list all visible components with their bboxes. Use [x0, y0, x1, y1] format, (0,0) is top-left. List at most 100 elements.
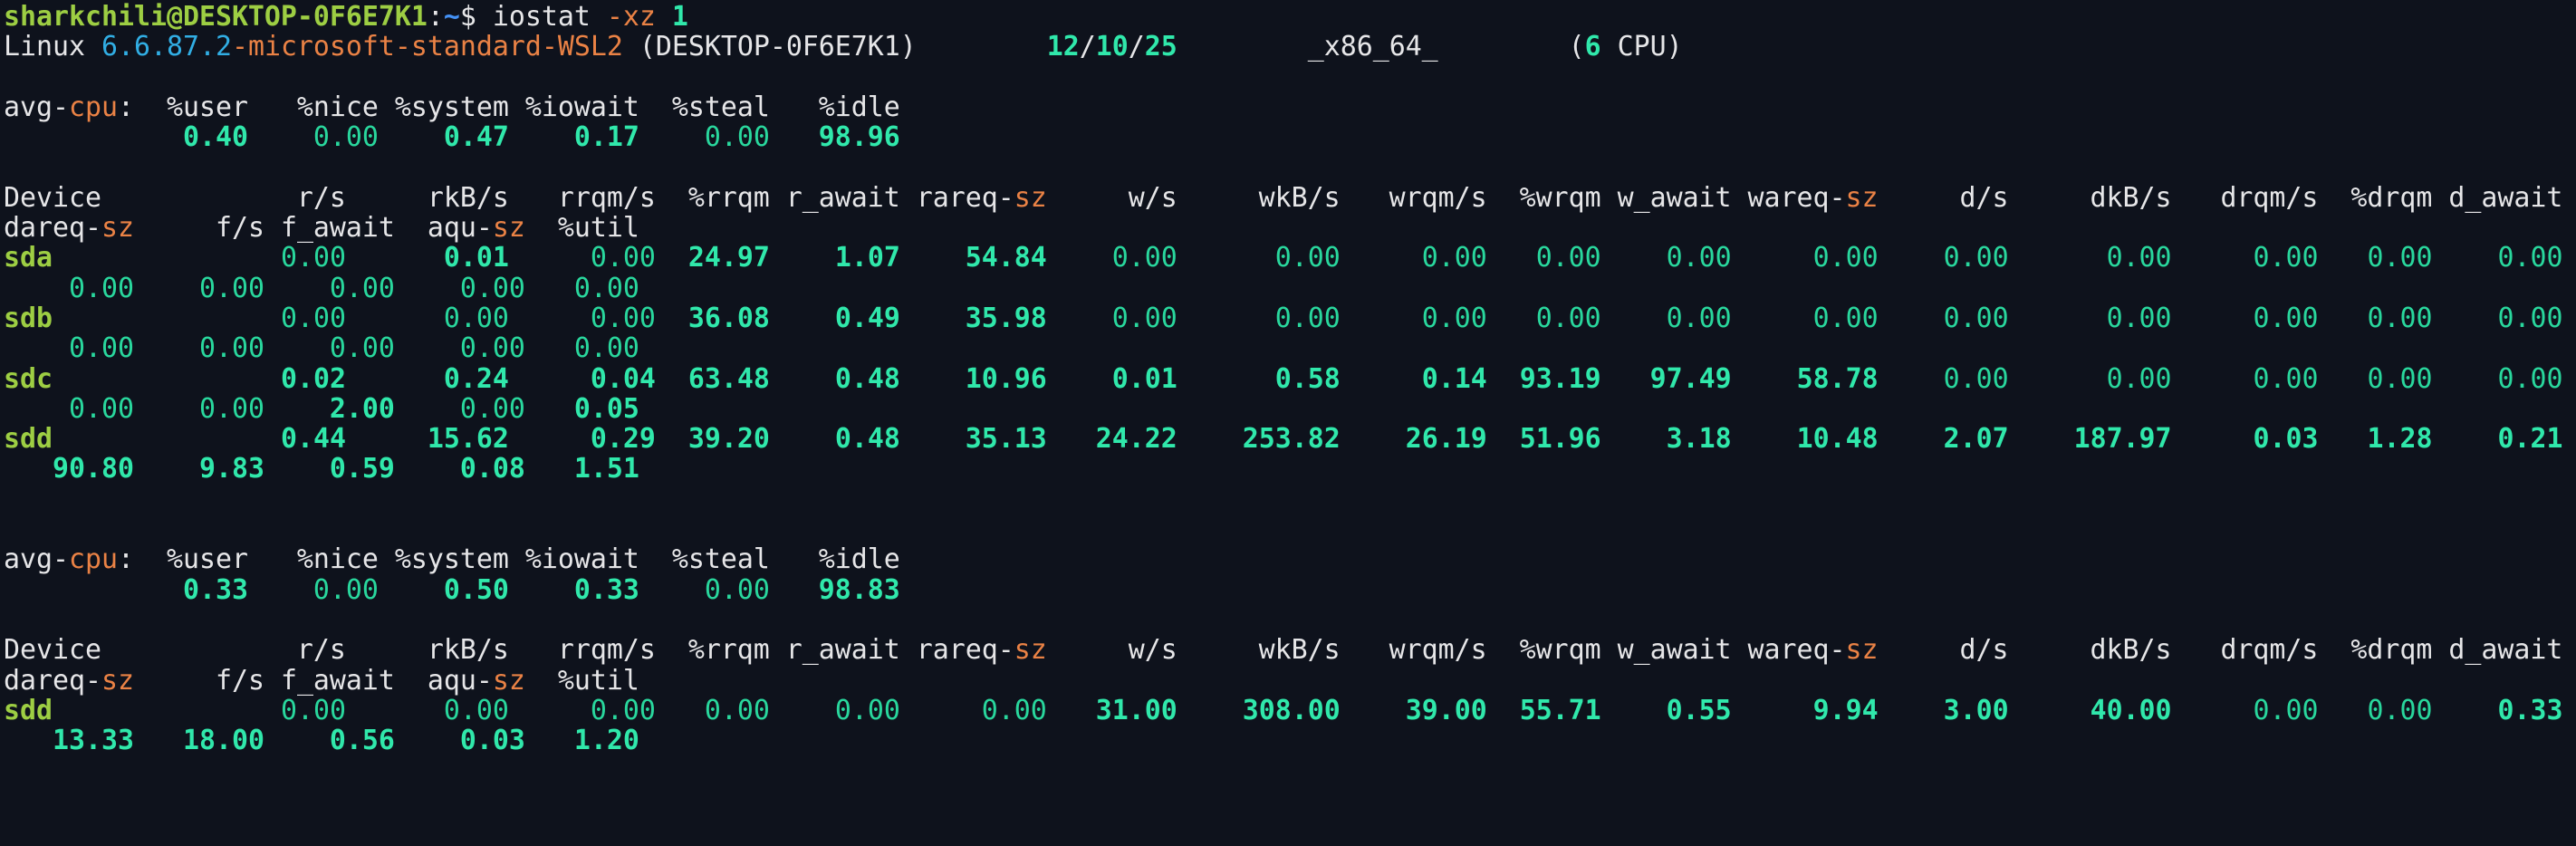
- text-segment: 2.00: [264, 392, 395, 425]
- text-segment: 0.08: [394, 453, 525, 485]
- text-segment: sz: [492, 664, 525, 697]
- text-segment: dareq-: [4, 212, 101, 245]
- device-row-sdd: sdd 0.44 15.62 0.29 39.20 0.48 35.13 24.…: [4, 424, 2576, 454]
- text-segment: 0.00: [508, 242, 656, 274]
- text-segment: 0.00: [1486, 242, 1601, 274]
- text-segment: CPU): [1600, 31, 1683, 63]
- text-segment: 39.00: [1340, 694, 1487, 726]
- text-segment: 0.00: [1046, 242, 1177, 274]
- text-segment: 1.07: [769, 242, 900, 274]
- text-segment: 0.00: [133, 392, 264, 425]
- text-segment: sdc: [4, 362, 53, 395]
- text-segment: 0.00: [345, 302, 509, 334]
- text-segment: 0.21: [2432, 423, 2563, 456]
- text-segment: [53, 303, 216, 334]
- avg-cpu-values-1: 0.40 0.00 0.47 0.17 0.00 98.96: [4, 122, 2576, 152]
- text-segment: 0.04: [508, 362, 656, 395]
- text-segment: 6: [1584, 31, 1601, 63]
- text-segment: /: [1128, 31, 1145, 63]
- device-row-sdb-wrap: 0.00 0.00 0.00 0.00 0.00: [4, 333, 2576, 363]
- device-header-row-2b: dareq-sz f/s f_await aqu-sz %util: [4, 664, 2576, 697]
- text-segment: 0.00: [2008, 362, 2172, 395]
- text-segment: : %user %nice %system %iowait %steal %id…: [117, 543, 900, 576]
- device-row-sdd-2: sdd 0.00 0.00 0.00 0.00 0.00 0.00 31.00 …: [4, 696, 2576, 726]
- text-segment: 40.00: [2008, 694, 2172, 726]
- text-segment: 90.80: [4, 453, 134, 485]
- text-segment: cpu: [68, 543, 118, 576]
- text-segment: 0.00: [1731, 302, 1879, 334]
- text-segment: 3.00: [1878, 694, 2009, 726]
- text-segment: f/s f_await aqu-: [133, 664, 493, 697]
- text-segment: 0.00: [508, 694, 656, 726]
- text-segment: 0.00: [1177, 242, 1341, 274]
- text-segment: 0.00: [1600, 242, 1732, 274]
- device-header-row-1: Device r/s rkB/s rrqm/s %rrqm r_await ra…: [4, 183, 2576, 213]
- text-segment: 0.00: [2008, 242, 2172, 274]
- text-segment: 0.00: [639, 573, 770, 606]
- text-segment: 1.51: [524, 453, 639, 485]
- text-segment: (DESKTOP-0F6E7K1): [622, 31, 1047, 63]
- text-segment: 0.00: [4, 272, 134, 304]
- text-segment: 0.00: [394, 332, 525, 365]
- text-segment: 0.00: [1731, 242, 1879, 274]
- text-segment: 10.48: [1731, 423, 1879, 456]
- text-segment: 0.00: [1340, 242, 1487, 274]
- text-segment: 253.82: [1177, 423, 1341, 456]
- text-segment: 0.00: [2432, 302, 2563, 334]
- text-segment: 10.96: [899, 362, 1047, 395]
- text-segment: avg-: [4, 543, 69, 576]
- blank-line: [4, 514, 2576, 544]
- text-segment: 0.00: [133, 272, 264, 304]
- text-segment: 24.97: [655, 242, 770, 274]
- text-segment: 35.13: [899, 423, 1047, 456]
- text-segment: 0.00: [1878, 302, 2009, 334]
- text-segment: 51.96: [1486, 423, 1601, 456]
- device-row-sda: sda 0.00 0.01 0.00 24.97 1.07 54.84 0.00…: [4, 243, 2576, 273]
- text-segment: : %user %nice %system %iowait %steal %id…: [117, 91, 900, 123]
- text-segment: 0.03: [394, 725, 525, 757]
- text-segment: w/s wkB/s wrqm/s %wrqm w_await wareq-: [1046, 181, 1846, 214]
- device-header-row-1b: Device r/s rkB/s rrqm/s %rrqm r_await ra…: [4, 635, 2576, 665]
- device-row-sdd-wrap: 90.80 9.83 0.59 0.08 1.51: [4, 454, 2576, 484]
- text-segment: 0.00: [2171, 694, 2319, 726]
- text-segment: 63.48: [655, 362, 770, 395]
- text-segment: 0.00: [2318, 694, 2433, 726]
- text-segment: 1.20: [524, 725, 639, 757]
- text-segment: sz: [492, 212, 525, 245]
- text-segment: sz: [1014, 181, 1047, 214]
- text-segment: 0.00: [2171, 242, 2319, 274]
- text-segment: [53, 695, 216, 726]
- text-segment: dareq-: [4, 664, 101, 697]
- text-segment: 0.59: [264, 453, 395, 485]
- text-segment: sz: [101, 664, 134, 697]
- text-segment: 9.83: [133, 453, 264, 485]
- text-segment: 0.00: [524, 272, 639, 304]
- text-segment: 0.00: [639, 121, 770, 154]
- blank-line: [4, 816, 2576, 846]
- text-segment: 308.00: [1177, 694, 1341, 726]
- device-row-sdb: sdb 0.00 0.00 0.00 36.08 0.49 35.98 0.00…: [4, 303, 2576, 333]
- text-segment: 0.49: [769, 302, 900, 334]
- text-segment: 15.62: [345, 423, 509, 456]
- text-segment: sz: [1845, 634, 1879, 667]
- blank-line: [4, 755, 2576, 785]
- device-row-sdd-2-wrap: 13.33 18.00 0.56 0.03 1.20: [4, 726, 2576, 755]
- blank-line: [4, 786, 2576, 816]
- text-segment: $ iostat: [459, 1, 607, 33]
- text-segment: 0.55: [1600, 694, 1732, 726]
- avg-cpu-values-2: 0.33 0.00 0.50 0.33 0.00 98.83: [4, 573, 2576, 606]
- text-segment: sz: [1014, 634, 1047, 667]
- text-segment: 0.00: [1600, 302, 1732, 334]
- avg-cpu-header-1: avg-cpu: %user %nice %system %iowait %st…: [4, 92, 2576, 122]
- text-segment: 0.40: [4, 121, 248, 154]
- text-segment: 0.00: [1486, 302, 1601, 334]
- device-row-sdc-wrap: 0.00 0.00 2.00 0.00 0.05: [4, 394, 2576, 424]
- text-segment: 0.00: [394, 392, 525, 425]
- text-segment: 55.71: [1486, 694, 1601, 726]
- text-segment: 9.94: [1731, 694, 1879, 726]
- text-segment: 0.17: [508, 121, 639, 154]
- text-segment: 18.00: [133, 725, 264, 757]
- text-segment: 0.00: [4, 392, 134, 425]
- text-segment: 2.07: [1878, 423, 2009, 456]
